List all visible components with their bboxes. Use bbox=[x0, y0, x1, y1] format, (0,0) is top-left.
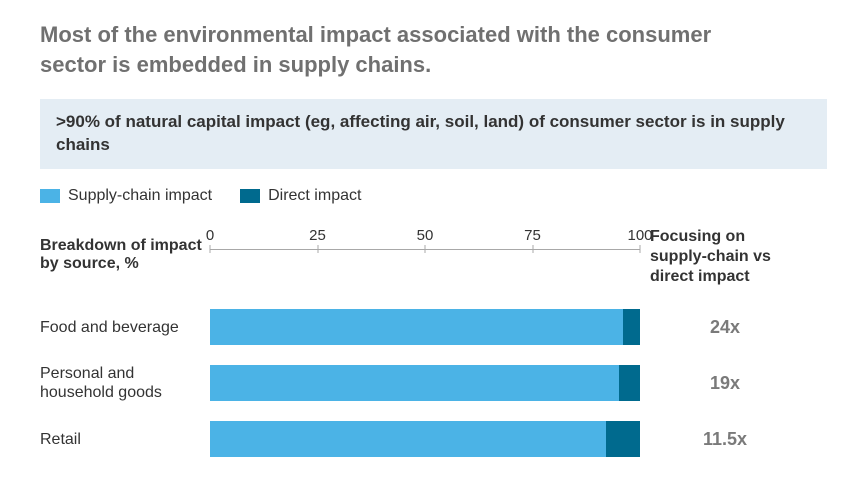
legend: Supply-chain impact Direct impact bbox=[40, 187, 827, 205]
ratio-title-text: Focusing on supply-chain vs direct impac… bbox=[650, 228, 771, 285]
ratio-value: 11.5x bbox=[640, 429, 800, 450]
legend-label-supply: Supply-chain impact bbox=[68, 187, 212, 205]
callout-box: >90% of natural capital impact (eg, affe… bbox=[40, 99, 827, 169]
x-axis-tick-mark bbox=[640, 245, 641, 253]
legend-swatch-direct bbox=[240, 189, 260, 203]
chart-title-text: Breakdown of impact by source, % bbox=[40, 237, 210, 273]
bar bbox=[210, 365, 640, 401]
bar-segment-direct bbox=[619, 365, 641, 401]
chart-row: Retail 11.5x bbox=[40, 411, 827, 467]
legend-label-direct: Direct impact bbox=[268, 187, 361, 205]
row-label: Food and beverage bbox=[40, 318, 210, 337]
callout-text: >90% of natural capital impact (eg, affe… bbox=[56, 112, 785, 154]
x-axis-tick-mark bbox=[532, 245, 533, 253]
chart-title: Breakdown of impact by source, % bbox=[40, 227, 210, 277]
headline-line2: sector is embedded in supply chains. bbox=[40, 50, 827, 80]
chart-header-row: Breakdown of impact by source, % 0 25 50 75… bbox=[40, 227, 827, 287]
x-axis-tick-mark bbox=[425, 245, 426, 253]
legend-item-direct: Direct impact bbox=[240, 187, 361, 205]
bar bbox=[210, 309, 640, 345]
bar bbox=[210, 421, 640, 457]
bar-segment-direct bbox=[606, 421, 640, 457]
x-axis-tick-label: 50 bbox=[417, 227, 434, 244]
bar-segment-supply bbox=[210, 309, 623, 345]
figure-container: Most of the environmental impact associa… bbox=[0, 0, 857, 487]
x-axis-tick-label: 0 bbox=[206, 227, 214, 244]
ratio-value: 19x bbox=[640, 373, 800, 394]
chart-row: Personal and household goods 19x bbox=[40, 355, 827, 411]
bar-segment-direct bbox=[623, 309, 640, 345]
headline-line1: Most of the environmental impact associa… bbox=[40, 22, 711, 47]
row-label: Personal and household goods bbox=[40, 364, 210, 402]
bar-segment-supply bbox=[210, 365, 619, 401]
ratio-value: 24x bbox=[640, 317, 800, 338]
x-axis-tick-label: 75 bbox=[524, 227, 541, 244]
legend-swatch-supply bbox=[40, 189, 60, 203]
axis-wrap: 0255075100 bbox=[210, 227, 640, 257]
x-axis-tick-mark bbox=[210, 245, 211, 253]
chart-rows: Food and beverage 24x Personal and househo… bbox=[40, 299, 827, 467]
x-axis-tick-label: 100 bbox=[627, 227, 652, 244]
row-label: Retail bbox=[40, 430, 210, 449]
x-axis-tick-mark bbox=[317, 245, 318, 253]
bar-segment-supply bbox=[210, 421, 606, 457]
x-axis-tick-label: 25 bbox=[309, 227, 326, 244]
legend-item-supply: Supply-chain impact bbox=[40, 187, 212, 205]
x-axis: 0255075100 bbox=[210, 227, 640, 257]
ratio-column-title: Focusing on supply-chain vs direct impac… bbox=[640, 227, 800, 287]
chart-row: Food and beverage 24x bbox=[40, 299, 827, 355]
headline: Most of the environmental impact associa… bbox=[40, 20, 827, 79]
